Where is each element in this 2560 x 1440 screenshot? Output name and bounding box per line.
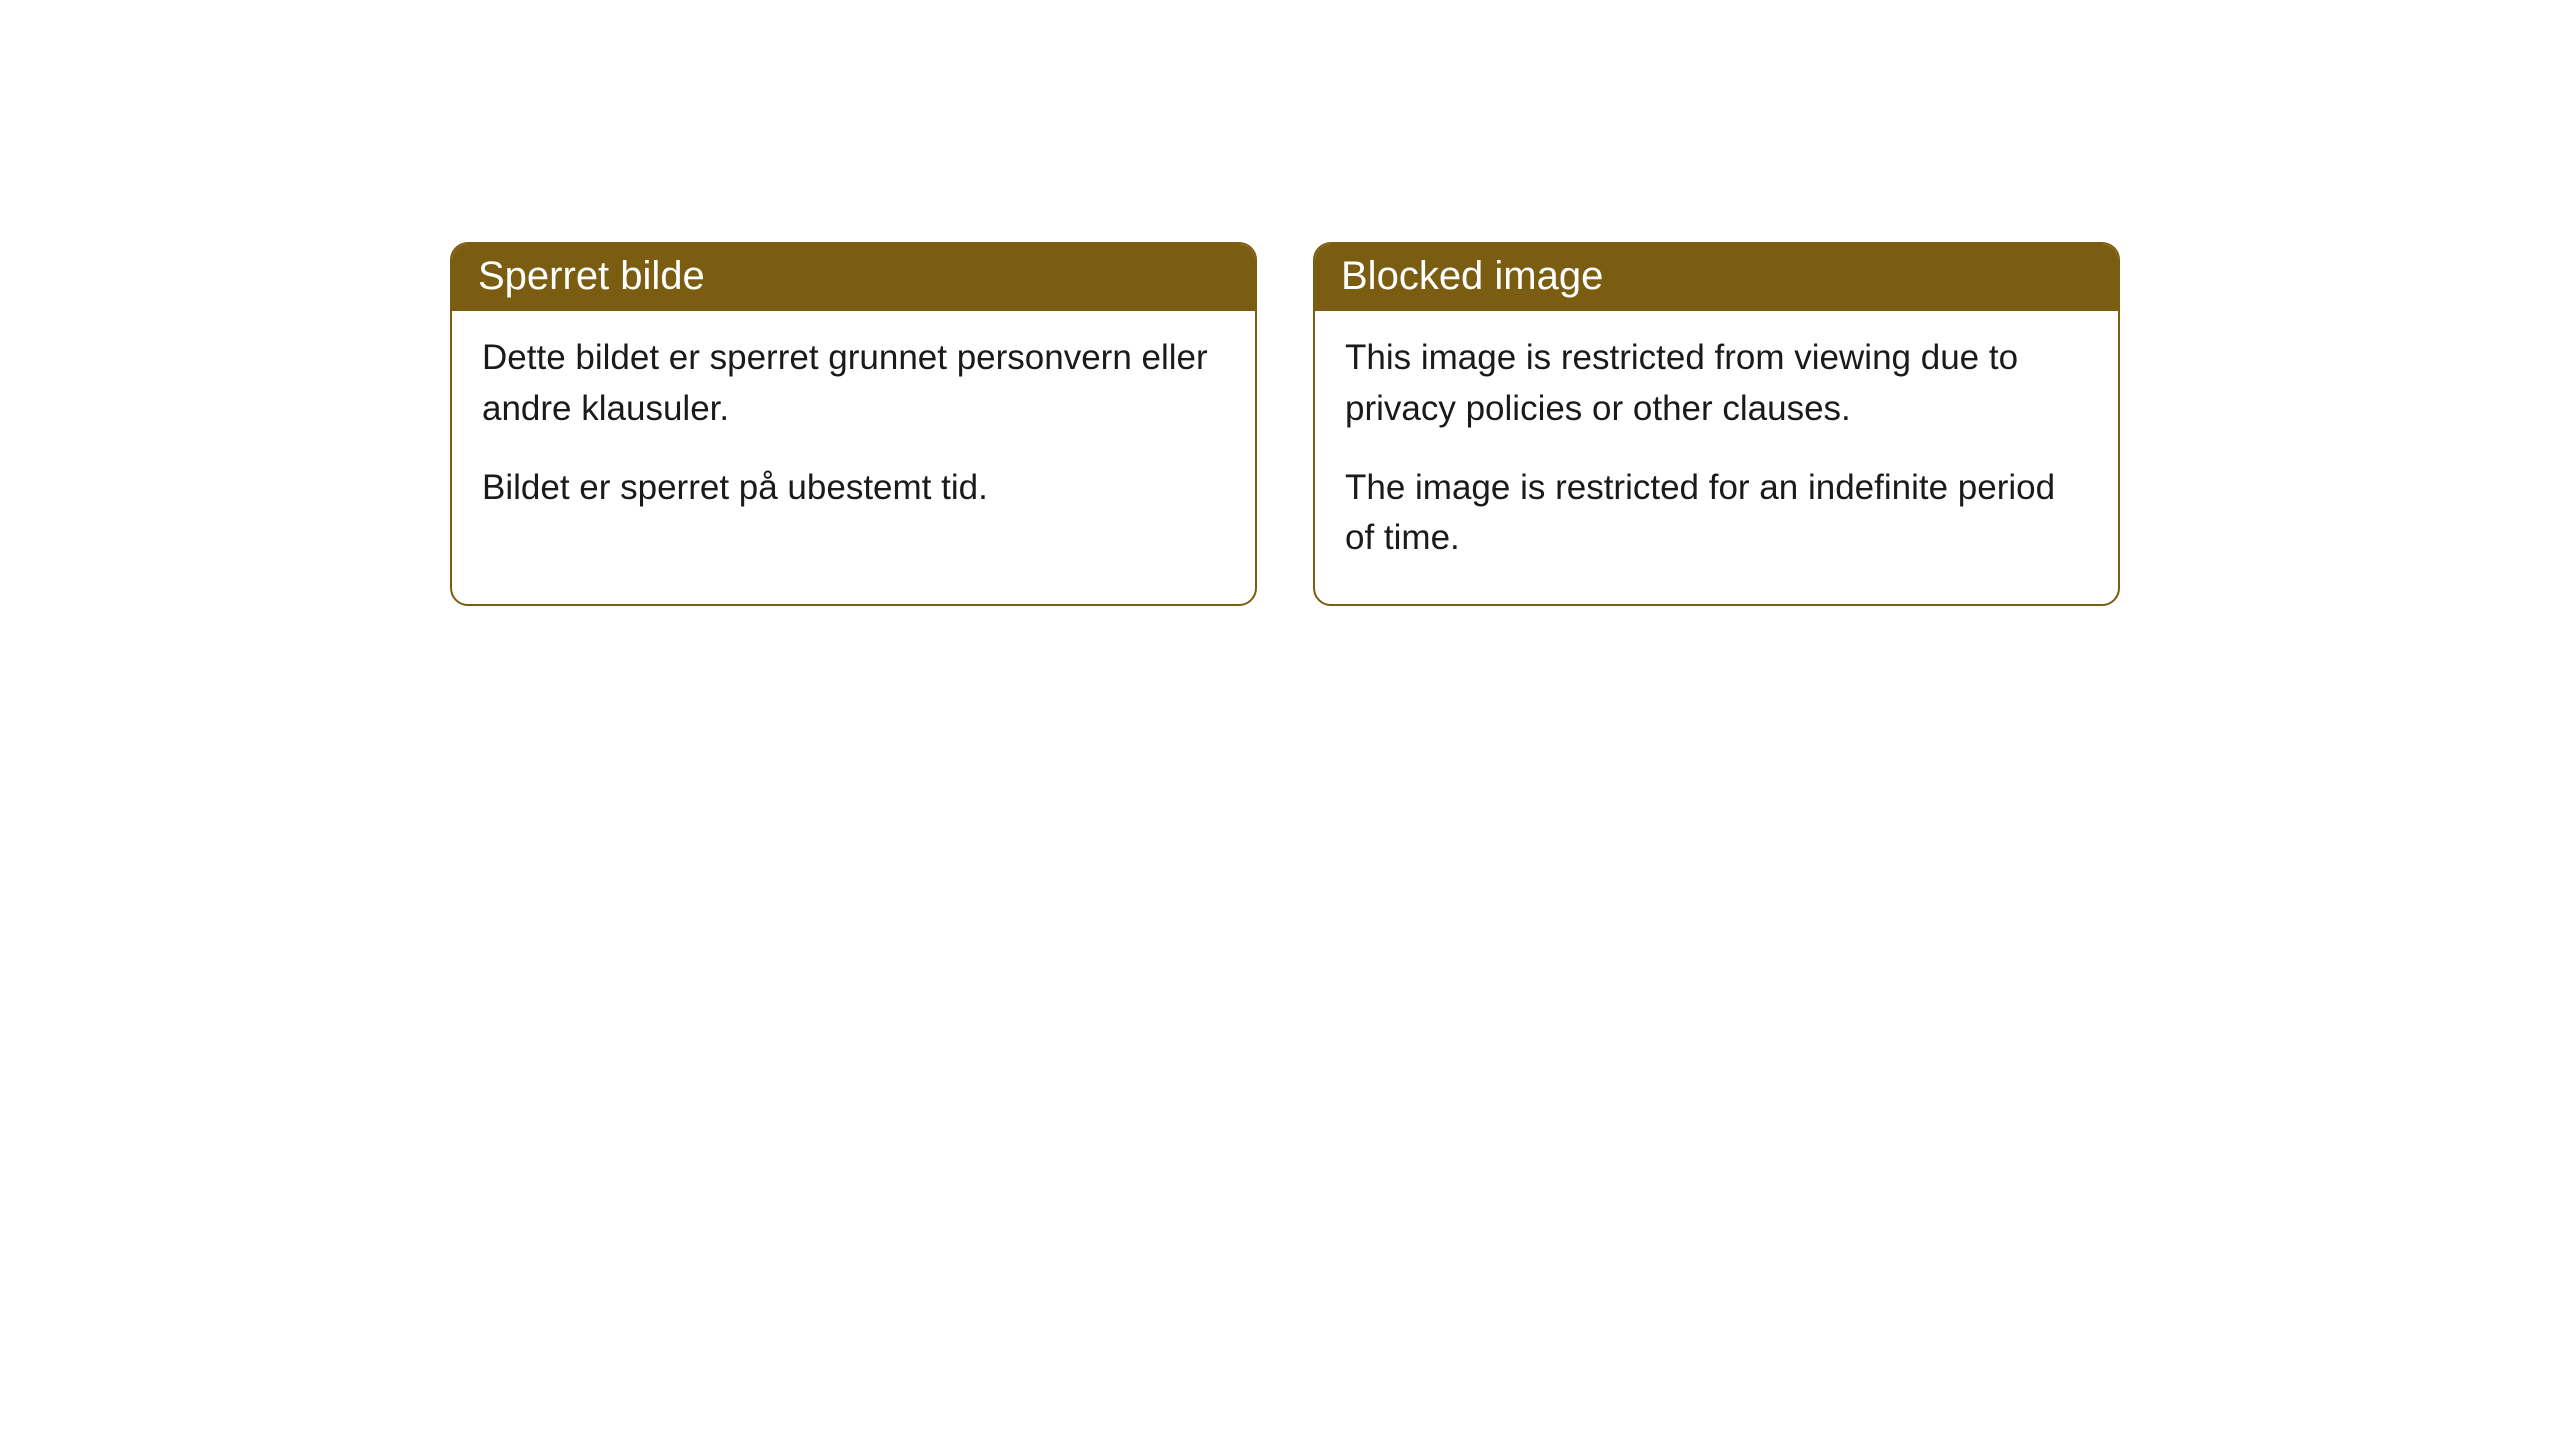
card-title: Sperret bilde [478, 254, 705, 298]
card-header: Sperret bilde [452, 244, 1255, 311]
blocked-image-card-english: Blocked image This image is restricted f… [1313, 242, 2120, 606]
card-body: This image is restricted from viewing du… [1315, 311, 2118, 604]
card-title: Blocked image [1341, 254, 1603, 298]
card-header: Blocked image [1315, 244, 2118, 311]
blocked-image-card-norwegian: Sperret bilde Dette bildet er sperret gr… [450, 242, 1257, 606]
notice-cards-container: Sperret bilde Dette bildet er sperret gr… [450, 242, 2120, 606]
card-paragraph: Dette bildet er sperret grunnet personve… [482, 333, 1225, 435]
card-body: Dette bildet er sperret grunnet personve… [452, 311, 1255, 553]
card-paragraph: Bildet er sperret på ubestemt tid. [482, 463, 1225, 514]
card-paragraph: This image is restricted from viewing du… [1345, 333, 2088, 435]
card-paragraph: The image is restricted for an indefinit… [1345, 463, 2088, 565]
